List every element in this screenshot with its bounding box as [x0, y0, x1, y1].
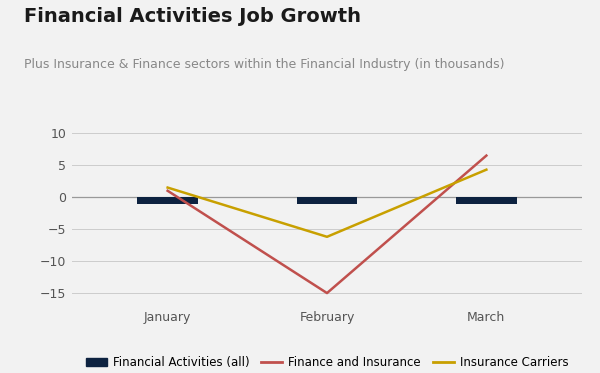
Bar — [137, 197, 198, 204]
Legend: Financial Activities (all), Finance and Insurance, Insurance Carriers: Financial Activities (all), Finance and … — [81, 351, 573, 373]
Bar — [297, 197, 357, 204]
Bar — [456, 197, 517, 204]
Text: Financial Activities Job Growth: Financial Activities Job Growth — [24, 7, 361, 26]
Text: Plus Insurance & Finance sectors within the Financial Industry (in thousands): Plus Insurance & Finance sectors within … — [24, 58, 505, 71]
